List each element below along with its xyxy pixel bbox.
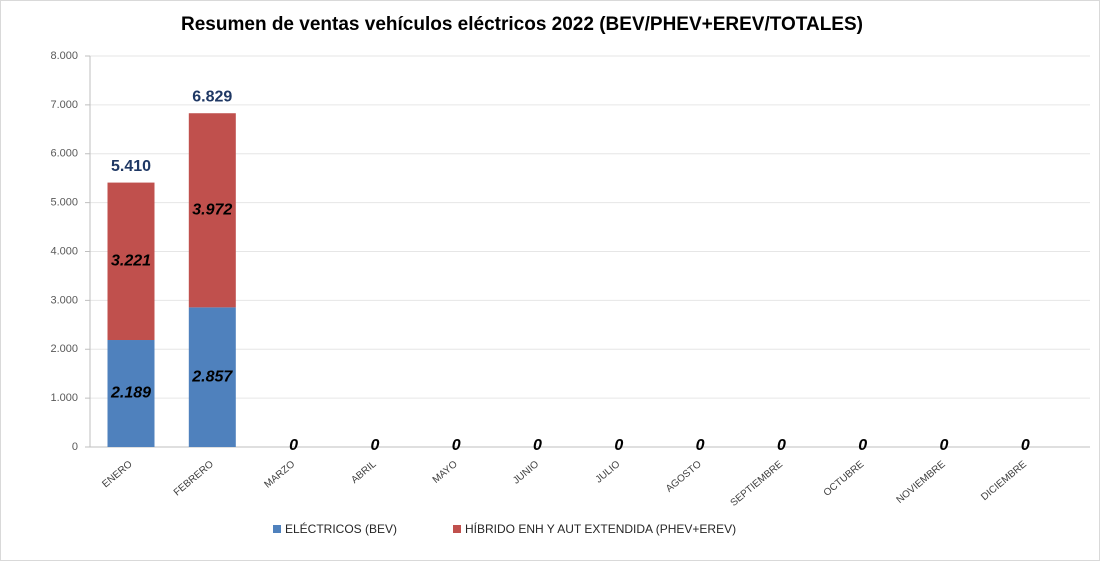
- y-tick-label: 7.000: [50, 99, 78, 111]
- data-label: 0: [858, 437, 867, 454]
- chart-title: Resumen de ventas vehículos eléctricos 2…: [181, 14, 863, 35]
- y-tick-label: 8.000: [50, 50, 78, 62]
- legend-swatch: [453, 525, 461, 533]
- bar-segment: [107, 340, 155, 447]
- legend-label: ELÉCTRICOS (BEV): [285, 521, 397, 536]
- data-label: 0: [696, 437, 705, 454]
- data-label: 0: [1021, 437, 1030, 454]
- data-label: 0: [614, 437, 623, 454]
- y-tick-label: 4.000: [50, 245, 78, 257]
- data-label: 2.857: [191, 368, 233, 385]
- data-label: 0: [940, 437, 949, 454]
- data-label: 0: [452, 437, 461, 454]
- data-label: 2.189: [110, 385, 151, 402]
- y-tick-label: 5.000: [50, 197, 78, 209]
- data-label: 0: [777, 437, 786, 454]
- y-tick-label: 1.000: [50, 392, 78, 404]
- bar-segment: [188, 307, 236, 447]
- y-tick-label: 0: [72, 441, 78, 453]
- data-label: 3.221: [111, 253, 151, 270]
- bar-segment: [188, 113, 236, 308]
- total-label: 6.829: [192, 88, 232, 105]
- data-label: 0: [370, 437, 379, 454]
- legend-swatch: [273, 525, 281, 533]
- data-label: 0: [289, 437, 298, 454]
- y-tick-label: 6.000: [50, 148, 78, 160]
- data-label: 0: [533, 437, 542, 454]
- bar-segment: [107, 182, 155, 341]
- y-tick-label: 2.000: [50, 343, 78, 355]
- y-tick-label: 3.000: [50, 294, 78, 306]
- total-label: 5.410: [111, 158, 151, 175]
- data-label: 3.972: [192, 202, 232, 219]
- legend-label: HÍBRIDO ENH Y AUT EXTENDIDA (PHEV+EREV): [465, 521, 736, 536]
